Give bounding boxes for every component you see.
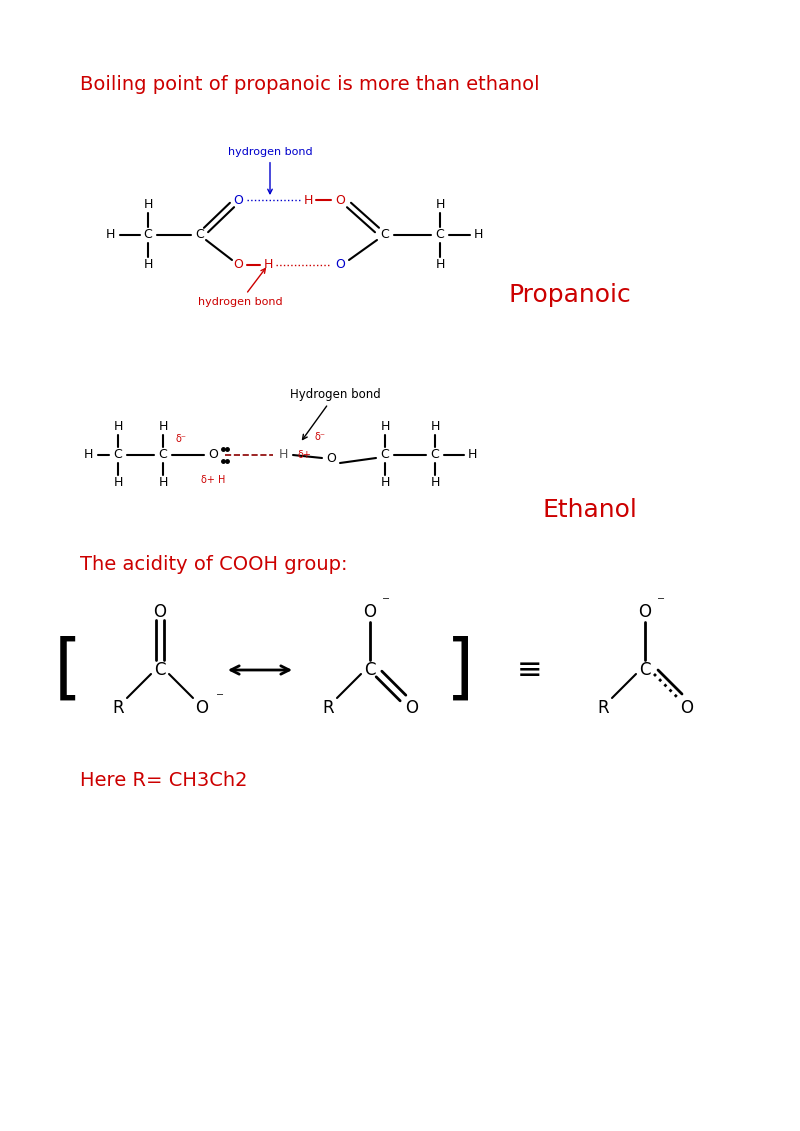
Text: H: H xyxy=(380,476,390,490)
Text: O: O xyxy=(363,603,377,621)
Text: C: C xyxy=(381,449,390,461)
Text: H: H xyxy=(83,449,93,461)
Text: O: O xyxy=(335,259,345,271)
Text: H: H xyxy=(143,199,153,211)
Text: R: R xyxy=(112,699,124,717)
Text: C: C xyxy=(364,661,376,679)
Text: H: H xyxy=(303,193,313,207)
Text: C: C xyxy=(114,449,122,461)
Text: H: H xyxy=(263,259,273,271)
Text: ⁻: ⁻ xyxy=(657,595,665,610)
Text: hydrogen bond: hydrogen bond xyxy=(198,268,282,307)
Text: H: H xyxy=(158,421,168,433)
Text: C: C xyxy=(639,661,650,679)
Text: H: H xyxy=(114,476,122,490)
Text: O: O xyxy=(233,193,243,207)
Text: O: O xyxy=(406,699,418,717)
Text: C: C xyxy=(436,228,444,242)
Text: hydrogen bond: hydrogen bond xyxy=(228,147,312,193)
Text: O: O xyxy=(335,193,345,207)
Text: C: C xyxy=(154,661,166,679)
Text: The acidity of COOH group:: The acidity of COOH group: xyxy=(80,555,347,575)
Text: H: H xyxy=(114,421,122,433)
Text: ≡: ≡ xyxy=(518,656,542,684)
Text: H: H xyxy=(380,421,390,433)
Text: H: H xyxy=(435,199,445,211)
Text: Hydrogen bond: Hydrogen bond xyxy=(290,388,380,440)
Text: O: O xyxy=(195,699,209,717)
Text: Ethanol: Ethanol xyxy=(542,498,638,523)
Text: H: H xyxy=(430,421,440,433)
Text: Propanoic: Propanoic xyxy=(509,283,631,307)
Text: H: H xyxy=(143,259,153,271)
Text: Boiling point of propanoic is more than ethanol: Boiling point of propanoic is more than … xyxy=(80,76,540,95)
Text: C: C xyxy=(381,228,390,242)
Text: C: C xyxy=(158,449,167,461)
Text: R: R xyxy=(322,699,334,717)
Text: O: O xyxy=(326,451,336,465)
Text: H: H xyxy=(435,259,445,271)
Text: H: H xyxy=(430,476,440,490)
Text: δ⁻: δ⁻ xyxy=(314,432,326,442)
Text: H: H xyxy=(467,449,477,461)
Text: δ+ H: δ+ H xyxy=(201,475,226,485)
Text: ⁻: ⁻ xyxy=(382,595,390,610)
Text: C: C xyxy=(144,228,152,242)
Text: O: O xyxy=(638,603,651,621)
Text: O: O xyxy=(208,449,218,461)
Text: O: O xyxy=(681,699,694,717)
Text: H: H xyxy=(278,449,288,461)
Text: O: O xyxy=(154,603,166,621)
Text: [: [ xyxy=(54,636,82,705)
Text: H: H xyxy=(158,476,168,490)
Text: C: C xyxy=(430,449,439,461)
Text: δ+: δ+ xyxy=(298,450,312,460)
Text: ]: ] xyxy=(446,636,474,705)
Text: H: H xyxy=(474,228,482,242)
Text: R: R xyxy=(597,699,609,717)
Text: δ⁻: δ⁻ xyxy=(176,434,187,444)
Text: H: H xyxy=(106,228,114,242)
Text: Here R= CH3Ch2: Here R= CH3Ch2 xyxy=(80,770,247,789)
Text: C: C xyxy=(196,228,204,242)
Text: O: O xyxy=(233,259,243,271)
Text: ⁻: ⁻ xyxy=(216,691,224,706)
